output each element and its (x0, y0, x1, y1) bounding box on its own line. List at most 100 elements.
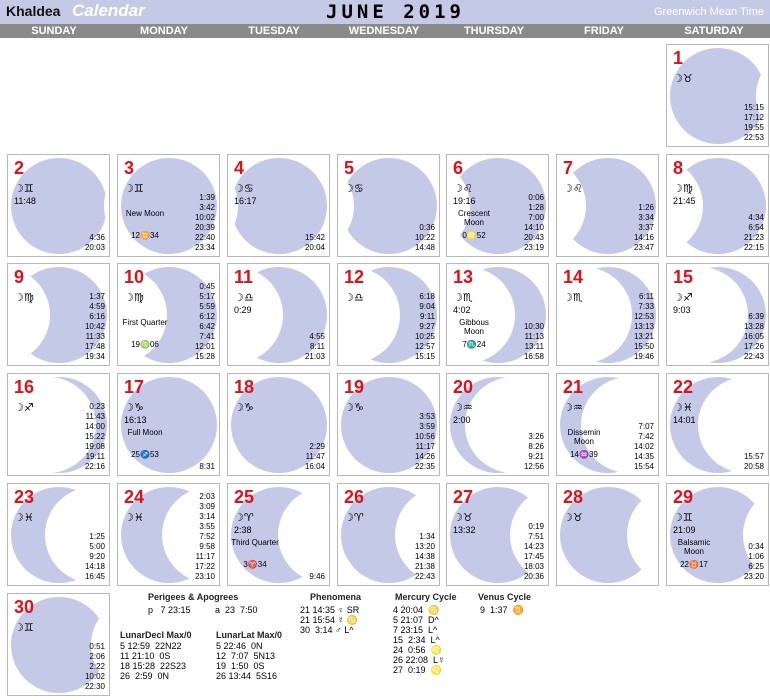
aspect-list: 0:36 10:22 14:48 (415, 223, 435, 253)
aspect-list: 10:30 11:13 13:11 16:58 (524, 322, 544, 362)
day-cell[interactable]: 10 ☽♍ First Quarter 19♍06 0:45 5:17 5:59 6:12 6:… (117, 263, 220, 366)
aspect-time: 12:56 (524, 462, 544, 472)
day-cell[interactable]: 1 ☽♉ 15:15 17:12 19:55 22:53 (666, 44, 769, 147)
sign-ingress-time: 2:38 (234, 525, 252, 535)
day-cell[interactable]: 13 ☽♏ 4:02 Gibbous Moon 7♏24 10:30 11:13 13:11 1… (446, 263, 549, 366)
aspect-time: 2:29 (305, 442, 325, 452)
day-cell[interactable]: 22 ☽♓ 14:01 15:57 20:58 (666, 373, 769, 476)
day-cell[interactable]: 3 ☽♊ New Moon 12♊34 1:39 3:42 10:02 20:39 22:40 2… (117, 154, 220, 257)
aspect-time: 9:46 (309, 572, 325, 582)
mercury-line: 4 20:04 ♋ (393, 605, 439, 615)
aspect-list: 15:15 17:12 19:55 22:53 (744, 103, 764, 143)
moon-sign: ☽♐ (14, 401, 34, 414)
day-cell[interactable]: 24 ☽♓ 2:03 3:09 3:14 3:55 7:52 9:58 11:17 17:22 23… (117, 483, 220, 586)
aspect-time: 3:34 (634, 213, 654, 223)
aspect-time: 9:11 (415, 312, 435, 322)
phase-label: Dissemin Moon (560, 428, 608, 446)
aspect-time: 23:19 (524, 243, 544, 253)
day-number: 25 (234, 487, 254, 508)
mercury-line: 26 22:08 L☿ (393, 655, 445, 665)
day-cell[interactable]: 26 ☽♈ 1:34 13:20 14:38 21:38 22:43 (337, 483, 440, 586)
lunarlat-line: 12 7:07 5N13 (216, 651, 275, 661)
aspect-time: 10:56 (415, 432, 435, 442)
day-number: 28 (563, 487, 583, 508)
day-cell[interactable]: 21 ☽♒ Dissemin Moon 14♒39 7:07 7:42 14:02 14:35… (556, 373, 659, 476)
aspect-time: 19:55 (744, 123, 764, 133)
aspect-time: 3:14 (195, 512, 215, 522)
day-cell[interactable]: 29 ☽♊ 21:09 Balsamic Moon 22♉17 0:34 1:06 6:25 2… (666, 483, 769, 586)
phase-label: Balsamic Moon (670, 538, 718, 556)
aspect-time: 0:36 (415, 223, 435, 233)
aspect-time: 5:17 (195, 292, 215, 302)
aspect-time: 10:02 (85, 672, 105, 682)
moon-sign: ☽♏ (563, 291, 583, 304)
day-cell[interactable]: 6 ☽♌ 19:16 Crescent Moon 0♌52 0:06 1:28 7:00 14:… (446, 154, 549, 257)
day-cell[interactable]: 20 ☽♒ 2:00 3:26 8:26 9:21 12:56 (446, 373, 549, 476)
aspect-list: 4:36 20:03 (85, 233, 105, 253)
day-cell[interactable]: 2 ☽♊ 11:48 4:36 20:03 (7, 154, 110, 257)
day-cell[interactable]: 7 ☽♌ 1:26 3:34 3:37 14:16 23:47 (556, 154, 659, 257)
moon-sign: ☽♋ (234, 182, 254, 195)
aspect-time: 14:48 (415, 243, 435, 253)
day-cell[interactable]: 18 ☽♑ 2:29 11:47 16:04 (227, 373, 330, 476)
aspect-time: 16:04 (305, 462, 325, 472)
day-cell[interactable]: 30 ☽♊ 0:51 2:06 2:22 10:02 22:30 (7, 593, 110, 696)
aspect-time: 20:58 (744, 462, 764, 472)
aspect-time: 1:34 (415, 532, 435, 542)
aspect-time: 19:11 (85, 452, 105, 462)
day-cell[interactable]: 9 ☽♍ 1:37 4:59 6:16 10:42 11:33 17:48 19:34 (7, 263, 110, 366)
aspect-time: 10:22 (415, 233, 435, 243)
aspect-list: 6:18 9:04 9:11 9:27 10:25 12:57 15:15 (415, 292, 435, 362)
sign-ingress-time: 11:48 (14, 196, 36, 206)
day-cell[interactable]: 4 ☽♋ 16:17 15:42 20:04 (227, 154, 330, 257)
aspect-time: 16:58 (524, 352, 544, 362)
aspect-list: 3:26 8:26 9:21 12:56 (524, 432, 544, 472)
aspect-time: 8:26 (524, 442, 544, 452)
aspect-time: 20:43 (524, 233, 544, 243)
aspect-time: 7:41 (195, 332, 215, 342)
day-cell[interactable]: 19 ☽♑ 3:53 3:59 10:56 11:17 14:26 22:35 (337, 373, 440, 476)
aspect-time: 10:25 (415, 332, 435, 342)
moon-sign: ☽♉ (563, 511, 583, 524)
aspect-time: 3:53 (415, 412, 435, 422)
sign-ingress-time: 21:45 (673, 196, 696, 206)
aspect-time: 9:21 (524, 452, 544, 462)
phase-degree: 0♌52 (450, 231, 498, 240)
day-cell[interactable]: 14 ☽♏ 6:11 7:33 12:53 13:13 13:21 15:50 19:46 (556, 263, 659, 366)
day-number: 17 (124, 377, 144, 398)
aspect-time: 12:53 (634, 312, 654, 322)
aspect-time: 0:23 (85, 402, 105, 412)
aspect-time: 22:16 (85, 462, 105, 472)
day-cell[interactable]: 15 ☽♐ 9:03 6:39 13:28 16:05 17:26 22:43 (666, 263, 769, 366)
day-cell[interactable]: 17 ☽♑ 16:13 Full Moon 25♐53 8:31 (117, 373, 220, 476)
day-number: 15 (673, 267, 693, 288)
day-cell[interactable]: 28 ☽♉ (556, 483, 659, 586)
day-cell[interactable]: 11 ☽♎ 0:29 4:55 8:11 21:03 (227, 263, 330, 366)
day-cell[interactable]: 8 ☽♍ 21:45 4:34 6:54 21:23 22:15 (666, 154, 769, 257)
day-cell[interactable]: 25 ☽♈ 2:38 Third Quarter 3♈34 9:46 (227, 483, 330, 586)
aspect-time: 20:04 (305, 243, 325, 253)
moon-sign: ☽♒ (453, 401, 473, 414)
day-cell[interactable]: 12 ☽♎ 6:18 9:04 9:11 9:27 10:25 12:57 15:15 (337, 263, 440, 366)
day-cell[interactable]: 16 ☽♐ 0:23 11:43 14:00 15:22 19:08 19:11 22:16 (7, 373, 110, 476)
day-cell[interactable]: 27 ☽♉ 13:32 0:19 7:51 14:23 17:45 18:03 20:36 (446, 483, 549, 586)
phase-degree: 12♊34 (121, 231, 169, 240)
aspect-time: 4:36 (85, 233, 105, 243)
moon-sign: ☽♓ (673, 401, 693, 414)
aspect-time: 9:58 (195, 542, 215, 552)
day-number: 9 (14, 267, 24, 288)
aspect-time: 14:18 (85, 562, 105, 572)
aspect-list: 2:03 3:09 3:14 3:55 7:52 9:58 11:17 17:22 23:10 (195, 492, 215, 582)
mercury-line: 24 0:56 ♌ (393, 645, 442, 655)
aspect-time: 14:02 (634, 442, 654, 452)
aspect-time: 6:12 (195, 312, 215, 322)
aspect-list: 4:34 6:54 21:23 22:15 (744, 213, 764, 253)
day-number: 26 (344, 487, 364, 508)
aspect-time: 14:10 (524, 223, 544, 233)
day-cell[interactable]: 5 ☽♋ 0:36 10:22 14:48 (337, 154, 440, 257)
moon-sign: ☽♏ (453, 291, 473, 304)
day-cell[interactable]: 23 ☽♓ 1:25 5:00 9:20 14:18 16:45 (7, 483, 110, 586)
phenomena-line: 30 3:14 ♂ L^ (300, 625, 354, 635)
sign-ingress-time: 0:29 (234, 305, 252, 315)
aspect-time: 1:28 (524, 203, 544, 213)
